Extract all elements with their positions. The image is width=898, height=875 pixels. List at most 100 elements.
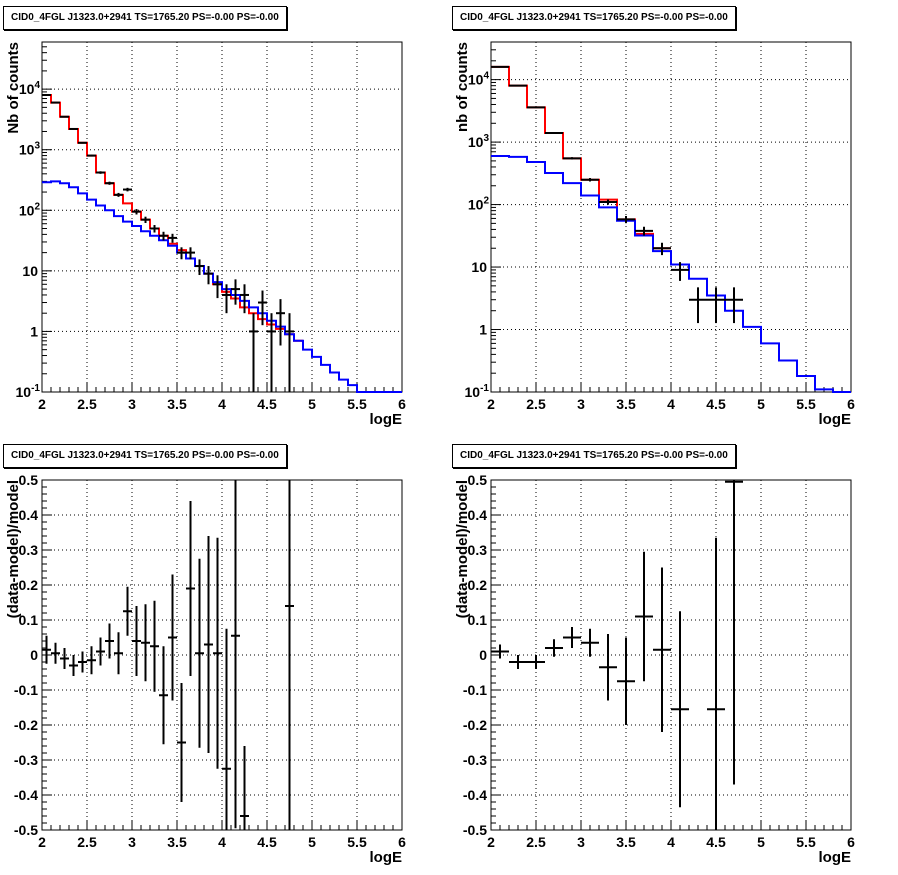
y-tick-label: -0.5 <box>463 822 487 838</box>
data-point <box>78 141 87 144</box>
x-axis-label: logE <box>819 849 852 866</box>
y-axis-label: (data-model)/model <box>5 480 22 618</box>
x-tick-label: 4.5 <box>706 834 726 850</box>
x-tick-label: 4 <box>667 396 675 412</box>
data-point <box>51 642 60 664</box>
data-point <box>105 181 114 185</box>
data-point <box>69 655 78 676</box>
data-point <box>635 551 653 682</box>
grid <box>42 480 402 830</box>
x-tick-label: 3.5 <box>616 834 636 850</box>
data-point <box>258 290 267 326</box>
y-tick-label: 102 <box>468 196 490 213</box>
y-tick-label: 0.3 <box>468 542 488 558</box>
data-point <box>249 313 258 392</box>
y-tick-label: 0 <box>479 647 487 663</box>
x-tick-label: 4.5 <box>706 396 726 412</box>
grid <box>491 480 851 830</box>
data-point <box>114 192 123 197</box>
data-point <box>653 567 671 732</box>
data-point <box>231 480 240 829</box>
data-point <box>545 131 563 134</box>
x-tick-label: 5.5 <box>796 396 816 412</box>
data-point <box>599 199 617 205</box>
data-point <box>563 627 581 648</box>
x-tick-label: 5 <box>757 396 765 412</box>
data-point <box>186 501 195 676</box>
data-point <box>707 287 725 324</box>
y-tick-label: 104 <box>19 80 41 97</box>
data-point <box>689 287 707 324</box>
data-point <box>168 233 177 243</box>
y-tick-label: 10 <box>22 263 38 279</box>
axis-ticks <box>41 41 403 393</box>
data-point <box>671 611 689 808</box>
x-tick-label: 6 <box>847 396 855 412</box>
x-tick-label: 3.5 <box>167 396 187 412</box>
data-point <box>581 178 599 182</box>
y-tick-label: 103 <box>19 141 41 158</box>
y-tick-label: 0.1 <box>468 612 488 628</box>
y-axis-label: Nb of counts <box>5 42 22 134</box>
x-tick-label: 5.5 <box>347 834 367 850</box>
x-tick-label: 6 <box>847 834 855 850</box>
data-point <box>617 216 635 224</box>
x-tick-label: 5 <box>308 834 316 850</box>
x-tick-label: 3 <box>128 834 136 850</box>
y-tick-label: 0.2 <box>19 577 39 593</box>
data-point <box>231 279 240 305</box>
chart-panel-3: 2 2.5 3 3.5 4 4.5 5 5.5 6 -0.5 -0.4 -0.3 -0.2 -0.1 0 0.… <box>454 472 855 866</box>
data-point <box>132 209 141 215</box>
data-point <box>42 635 51 664</box>
data-point <box>204 266 213 285</box>
grid <box>42 42 402 392</box>
x-tick-label: 4 <box>667 834 675 850</box>
y-axis-label: nb of counts <box>454 42 471 132</box>
data-point <box>132 606 141 676</box>
x-tick-label: 3 <box>577 834 585 850</box>
x-tick-label: 3.5 <box>616 396 636 412</box>
x-tick-label: 2 <box>38 834 46 850</box>
axis-ticks <box>490 479 852 831</box>
x-tick-label: 3 <box>577 396 585 412</box>
y-tick-label: 0.2 <box>468 577 488 593</box>
x-tick-label: 2 <box>487 396 495 412</box>
y-tick-label: -0.3 <box>463 752 487 768</box>
data-point <box>653 242 671 256</box>
data-point <box>150 600 159 692</box>
data-point <box>267 313 276 392</box>
y-tick-label: -0.2 <box>14 717 38 733</box>
y-tick-label: 10 <box>471 259 487 275</box>
x-tick-label: 3.5 <box>167 834 187 850</box>
data-point <box>276 299 285 346</box>
y-tick-label: 103 <box>468 133 490 150</box>
data-point <box>213 537 222 769</box>
y-tick-label: 0.5 <box>468 472 488 488</box>
y-tick-label: -0.4 <box>14 787 38 803</box>
data-point <box>51 101 60 104</box>
y-tick-label: -0.2 <box>463 717 487 733</box>
data-point <box>285 313 294 392</box>
data-point <box>509 655 527 669</box>
x-tick-label: 6 <box>398 834 406 850</box>
y-tick-label: 10-1 <box>16 383 41 400</box>
data-point <box>96 171 105 174</box>
y-tick-label: -0.1 <box>14 682 38 698</box>
x-axis-label: logE <box>819 411 852 428</box>
data-point <box>545 639 563 657</box>
data-point <box>123 187 132 192</box>
series-step-1 <box>42 180 402 393</box>
x-tick-label: 2.5 <box>526 396 546 412</box>
panel-title-bottom-left: CID0_4FGL J1323.0+2941 TS=1765.20 PS=-0.… <box>3 444 287 468</box>
data-point <box>581 628 599 657</box>
data-point <box>105 623 114 659</box>
y-tick-label: 0.4 <box>19 507 39 523</box>
panel-title-top-left: CID0_4FGL J1323.0+2941 TS=1765.20 PS=-0.… <box>3 6 287 30</box>
x-tick-label: 5 <box>757 834 765 850</box>
x-tick-label: 6 <box>398 396 406 412</box>
grid <box>491 42 851 392</box>
data-point <box>123 586 132 636</box>
chart-panel-2: 2 2.5 3 3.5 4 4.5 5 5.5 6 -0.5 -0.4 -0.3 -0.2 -0.1 0 0.… <box>5 472 406 866</box>
panel-title-bottom-right: CID0_4FGL J1323.0+2941 TS=1765.20 PS=-0.… <box>452 444 736 468</box>
data-point <box>725 287 743 324</box>
